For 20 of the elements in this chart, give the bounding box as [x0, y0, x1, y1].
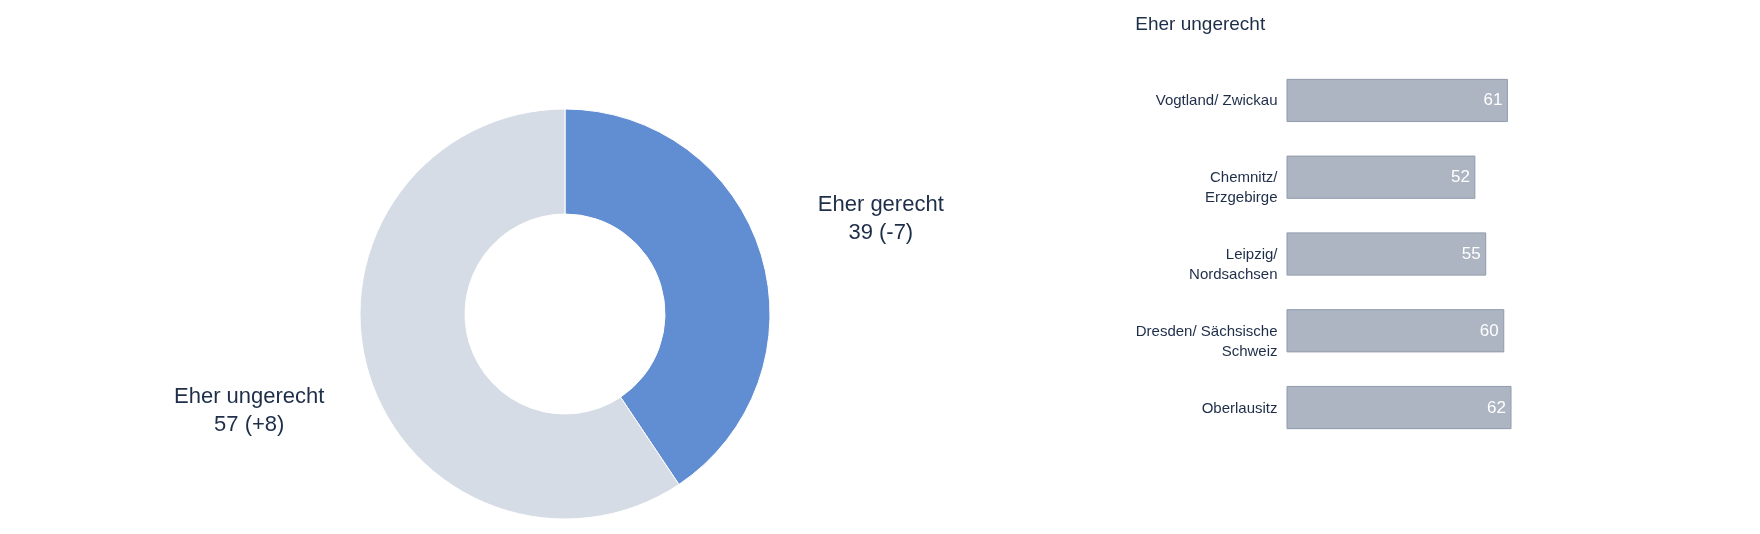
slice-label: Eher gerecht: [817, 191, 944, 217]
data-label: 52: [1450, 167, 1470, 187]
y-tick-label: Leipzig/ Nordsachsen: [1189, 245, 1279, 282]
data-label: 62: [1487, 397, 1506, 417]
chart-title: Eher ungerecht: [1135, 13, 1266, 34]
bar: [1286, 78, 1508, 123]
bar: [1286, 385, 1512, 430]
data-label: 39 (-7): [848, 219, 914, 245]
data-label: 61: [1483, 90, 1503, 110]
bar: [1286, 155, 1476, 199]
data-label: 60: [1479, 320, 1499, 340]
bar: [1286, 309, 1505, 353]
data-label: 55: [1461, 244, 1481, 263]
y-tick-label: Chemnitz/ Erzgebirge: [1204, 168, 1279, 206]
data-label: 57 (+8): [214, 410, 285, 436]
bar: [1286, 232, 1487, 276]
y-tick-label: Dresden/ Sächsische Schweiz: [1135, 321, 1278, 359]
y-tick-label: Vogtland/ Zwickau: [1155, 91, 1278, 109]
slice-label: Eher ungerecht: [173, 382, 325, 408]
y-tick-label: Oberlausitz: [1201, 398, 1278, 416]
